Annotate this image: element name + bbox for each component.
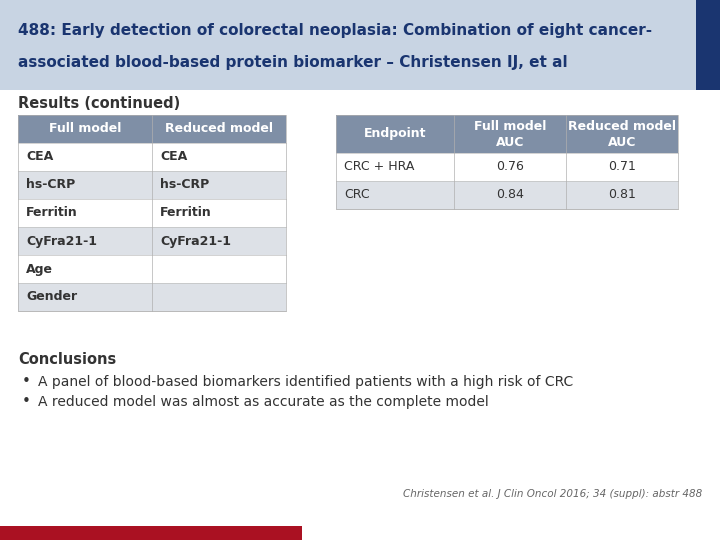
Text: Full model: Full model (49, 123, 121, 136)
Text: hs-CRP: hs-CRP (26, 179, 76, 192)
Bar (696, 0, 720, 90)
Text: CEA: CEA (26, 151, 53, 164)
Bar (18, 115, 286, 143)
Bar (18, 283, 286, 311)
Text: associated blood-based protein biomarker – Christensen IJ, et al: associated blood-based protein biomarker… (18, 55, 567, 70)
Text: 0.84: 0.84 (496, 188, 524, 201)
Text: hs-CRP: hs-CRP (160, 179, 210, 192)
Text: Conclusions: Conclusions (18, 353, 116, 368)
Text: Age: Age (26, 262, 53, 275)
Bar (18, 255, 286, 283)
Text: Gender: Gender (26, 291, 77, 303)
Bar (18, 115, 286, 311)
Text: 0.81: 0.81 (608, 188, 636, 201)
Bar (18, 199, 286, 227)
Bar (18, 171, 286, 199)
Text: Results (continued): Results (continued) (18, 97, 180, 111)
Bar (336, 153, 678, 181)
Text: Full model
AUC: Full model AUC (474, 119, 546, 148)
Text: CyFra21-1: CyFra21-1 (26, 234, 97, 247)
Text: A panel of blood-based biomarkers identified patients with a high risk of CRC: A panel of blood-based biomarkers identi… (38, 375, 573, 389)
Text: CRC + HRA: CRC + HRA (344, 160, 415, 173)
Text: CEA: CEA (160, 151, 187, 164)
Text: Christensen et al. J Clin Oncol 2016; 34 (suppl): abstr 488: Christensen et al. J Clin Oncol 2016; 34… (402, 489, 702, 499)
Bar (0, 526, 302, 540)
Text: CRC: CRC (344, 188, 369, 201)
Bar (336, 115, 678, 209)
Text: Endpoint: Endpoint (364, 127, 426, 140)
Text: •: • (22, 395, 31, 409)
Text: 0.71: 0.71 (608, 160, 636, 173)
Text: Reduced model: Reduced model (165, 123, 273, 136)
Text: •: • (22, 375, 31, 389)
Text: Reduced model
AUC: Reduced model AUC (568, 119, 676, 148)
Text: Ferritin: Ferritin (26, 206, 78, 219)
Bar (18, 143, 286, 171)
Bar (0, 0, 720, 90)
Text: A reduced model was almost as accurate as the complete model: A reduced model was almost as accurate a… (38, 395, 489, 409)
Bar (336, 115, 678, 153)
Bar (336, 181, 678, 209)
Bar (18, 227, 286, 255)
Text: CyFra21-1: CyFra21-1 (160, 234, 231, 247)
Text: 0.76: 0.76 (496, 160, 524, 173)
Text: 488: Early detection of colorectal neoplasia: Combination of eight cancer-: 488: Early detection of colorectal neopl… (18, 23, 652, 37)
Text: Ferritin: Ferritin (160, 206, 212, 219)
